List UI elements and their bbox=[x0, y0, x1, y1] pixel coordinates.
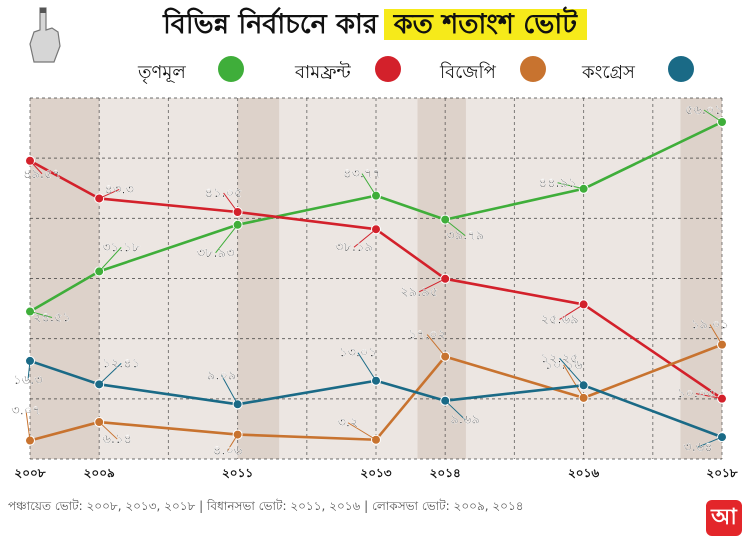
line-chart: ২০০৮ ২০০৯ ২০১১ ২০১৩ ২০১৪ ২০১৬ ২০১৮ ২৪.৫১ ৩১.১৮ ৩৮… bbox=[11, 97, 738, 480]
data-label: ১৭.০২ bbox=[408, 328, 446, 343]
x-tick-label: ২০১৪ bbox=[430, 466, 461, 480]
data-label: ৬.১৪ bbox=[102, 432, 131, 447]
label-leader bbox=[709, 324, 723, 345]
data-label: ১০.১৬ bbox=[545, 358, 583, 373]
x-tick-label: ২০১৬ bbox=[568, 466, 599, 480]
label-leader bbox=[347, 422, 377, 441]
data-label: ১০.০৩ bbox=[677, 387, 715, 402]
x-tick-label: ২০১১ bbox=[222, 466, 253, 480]
data-point bbox=[578, 183, 589, 194]
label-leader bbox=[227, 434, 239, 451]
data-label: ৪৪.৯১ bbox=[539, 176, 577, 191]
data-label: ৪১.০৫ bbox=[205, 186, 243, 201]
label-leader bbox=[695, 393, 723, 400]
label-leader bbox=[29, 311, 53, 319]
label-leader bbox=[221, 375, 239, 405]
chart-title: বিভিন্ন নির্বাচনে কার কত শতাংশ ভোট bbox=[0, 4, 750, 46]
legend-label: বিজেপি bbox=[440, 62, 496, 83]
data-point bbox=[717, 117, 727, 128]
label-leader bbox=[98, 189, 120, 199]
legend-swatch bbox=[218, 56, 244, 82]
data-label: ২৯.৯৫ bbox=[400, 285, 438, 300]
data-label: ৩৮.১৯ bbox=[335, 240, 373, 255]
label-leader bbox=[27, 360, 31, 380]
label-leader bbox=[444, 400, 466, 421]
label-leader bbox=[215, 224, 238, 254]
data-label: ১৩.০১ bbox=[339, 346, 377, 361]
data-label: ১৬.৩ bbox=[13, 373, 42, 388]
label-leader bbox=[559, 304, 584, 320]
label-leader bbox=[25, 410, 31, 441]
x-tick-label: ২০১৩ bbox=[360, 466, 391, 480]
publisher-logo: আ bbox=[706, 500, 742, 536]
legend-label: কংগ্রেস bbox=[582, 62, 635, 83]
label-leader bbox=[353, 228, 377, 248]
data-label: ৩.৬৪ bbox=[683, 440, 712, 455]
label-leader bbox=[357, 352, 377, 381]
footer-note: পঞ্চায়েত ভোট: ২০০৮, ২০১৩, ২০১৮ | বিধানস… bbox=[8, 499, 524, 513]
data-label: ১২.৪১ bbox=[102, 356, 140, 371]
title-plain: বিভিন্ন নির্বাচনে কার bbox=[163, 9, 378, 40]
data-label: ১২.২৫ bbox=[541, 351, 579, 366]
voting-hand-icon bbox=[26, 6, 66, 68]
label-leader bbox=[98, 421, 118, 440]
legend-label: তৃণমূল bbox=[138, 62, 186, 83]
x-tick-label: ২০০৯ bbox=[84, 466, 115, 480]
title-highlight: কত শতাংশ ভোট bbox=[383, 9, 587, 40]
data-label: ২৫.৬৯ bbox=[541, 312, 579, 327]
data-point bbox=[232, 207, 243, 218]
label-leader bbox=[223, 192, 239, 213]
data-label: ৯.০৯ bbox=[207, 368, 236, 383]
data-label: ৯.৬৯ bbox=[450, 413, 479, 428]
label-leader bbox=[557, 182, 584, 190]
data-label: ২৪.৫১ bbox=[33, 311, 71, 326]
legend-swatch bbox=[375, 56, 401, 82]
legend-swatch bbox=[668, 56, 694, 82]
label-leader bbox=[697, 436, 723, 448]
label-leader bbox=[418, 278, 446, 293]
data-label: ৩৮.৯৩ bbox=[197, 246, 235, 261]
label-leader bbox=[563, 364, 585, 399]
label-leader bbox=[559, 357, 584, 386]
data-label: ৪৩.৩ bbox=[104, 182, 133, 197]
label-leader bbox=[98, 362, 122, 385]
data-label: ৪৩.৭৭ bbox=[343, 167, 381, 182]
label-leader bbox=[444, 219, 466, 236]
x-tick-label: ২০১৮ bbox=[706, 466, 737, 480]
label-leader bbox=[29, 160, 43, 175]
data-label: ১৯.০১ bbox=[691, 318, 729, 333]
label-leader bbox=[703, 109, 723, 123]
x-tick-label: ২০০৮ bbox=[14, 466, 45, 480]
data-label: ৩.২ bbox=[337, 416, 358, 431]
data-label: ৩৯.৭৯ bbox=[446, 229, 484, 244]
label-leader bbox=[361, 173, 377, 196]
data-label: ৩১.১৮ bbox=[102, 240, 140, 255]
data-label: ৪.০৬ bbox=[213, 444, 243, 459]
data-label: ৩.০৭ bbox=[11, 404, 41, 419]
data-label: ৪৯.৫৭ bbox=[23, 167, 61, 182]
data-point bbox=[578, 299, 589, 310]
label-leader bbox=[98, 247, 122, 272]
legend-swatch bbox=[520, 56, 546, 82]
legend-label: বামফ্রন্ট bbox=[295, 62, 351, 83]
data-label: ৫৬.০১ bbox=[685, 103, 723, 118]
label-leader bbox=[426, 334, 446, 357]
